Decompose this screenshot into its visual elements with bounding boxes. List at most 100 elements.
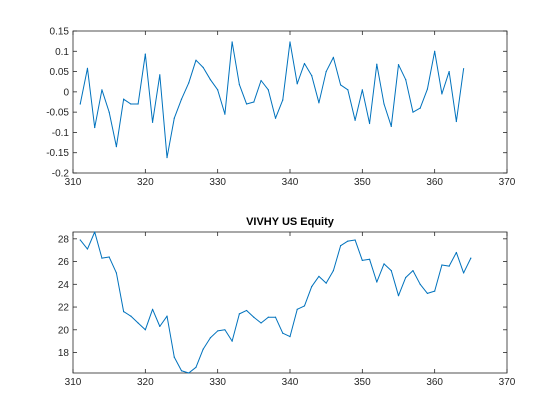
chart2-x-tick-label: 320	[137, 377, 154, 388]
chart2-data-point	[202, 348, 204, 350]
chart1-data-point	[246, 103, 248, 105]
chart2-data-point	[426, 292, 429, 294]
chart2-x-tick-label: 360	[426, 377, 443, 388]
chart2-data-point	[296, 308, 298, 310]
chart2-data-point	[188, 372, 190, 374]
chart1-data-point	[383, 103, 385, 105]
chart1-data-point	[426, 88, 429, 90]
chart2-data-point	[325, 282, 327, 284]
chart1-data-point	[180, 98, 183, 100]
chart1-data-point	[209, 79, 212, 81]
chart1-data-point	[274, 117, 277, 119]
chart1-data-point	[325, 70, 327, 73]
chart2-data-point	[274, 316, 277, 318]
chart1-data-point	[441, 93, 443, 95]
chart1-data-point	[151, 121, 154, 123]
chart1-y-tick-label: -0.2	[52, 169, 70, 180]
chart2-data-point	[209, 337, 212, 339]
chart2-data-point	[390, 270, 392, 272]
chart1-data-point	[144, 53, 146, 55]
chart2-y-tick-label: 26	[58, 257, 70, 268]
chart2-data-point	[101, 257, 103, 259]
chart2-data-point	[238, 313, 240, 315]
chart1-data-point	[282, 99, 284, 101]
chart2-data-point	[419, 283, 421, 285]
chart2-y-tick-label: 20	[58, 325, 70, 336]
chart1-x-tick-label: 340	[282, 177, 299, 188]
chart2-data-point	[86, 248, 89, 250]
chart1-data-point	[159, 74, 161, 76]
chart2-data-point	[470, 257, 472, 259]
chart2-data-point	[180, 370, 183, 372]
chart1-data-point	[86, 67, 89, 69]
chart1-data-point	[390, 125, 392, 127]
chart1-data-point	[94, 126, 96, 129]
chart1-data-point	[455, 120, 457, 123]
chart2-data-point	[354, 239, 356, 241]
chart2-data-point	[340, 245, 342, 247]
chart1-data-point	[368, 122, 371, 125]
chart1-data-point	[238, 83, 240, 86]
chart2-data-point	[246, 309, 248, 312]
chart1-data-point	[311, 75, 313, 77]
chart1-data-point	[173, 117, 175, 119]
chart2-data-point	[159, 325, 161, 327]
chart1-series-line-1	[79, 41, 465, 159]
chart1-y-tick-label: -0.05	[46, 108, 69, 119]
chart2-data-point	[397, 295, 400, 297]
chart1-data-point	[412, 111, 414, 113]
chart2-data-point	[455, 251, 457, 254]
chart2-data-point	[289, 336, 291, 338]
chart1-data-point	[202, 66, 204, 69]
chart1-data-point	[347, 89, 349, 91]
chart1-data-point	[108, 111, 110, 113]
chart1-data-point	[195, 59, 197, 61]
chart1-data-point	[79, 103, 81, 105]
chart2-y-tick-label: 24	[58, 280, 70, 291]
chart1-data-point	[188, 82, 190, 84]
chart1-data-point	[253, 101, 255, 103]
chart2-data-point	[361, 259, 363, 262]
chart2-data-point	[166, 315, 168, 317]
chart1-data-point	[303, 62, 306, 65]
chart1-data-point	[419, 107, 421, 109]
chart1-y-tick-label: -0.1	[52, 128, 70, 139]
chart1-data-point	[354, 119, 356, 121]
chart2-data-point	[376, 281, 378, 283]
chart2-y-tick-label: 18	[58, 348, 70, 359]
chart2-data-point	[253, 316, 255, 318]
chart2-data-point	[311, 285, 313, 288]
chart1-data-point	[260, 79, 262, 82]
chart2-data-point	[332, 270, 334, 272]
chart2-data-point	[303, 305, 306, 307]
chart1-x-tick-label: 320	[137, 177, 154, 188]
chart2-data-point	[282, 332, 284, 334]
chart2-data-point	[368, 258, 371, 260]
chart2-data-point	[130, 315, 132, 317]
chart1-data-point	[115, 146, 117, 148]
chart2-data-point	[144, 329, 146, 331]
chart1-data-point	[217, 89, 219, 91]
chart1-data-point	[123, 98, 125, 100]
chart1-data-point	[361, 89, 363, 91]
chart1-data-point	[340, 84, 342, 86]
chart1-data-point	[296, 83, 298, 85]
chart2-data-point	[412, 270, 414, 272]
chart1-y-tick-label: 0	[63, 87, 69, 98]
chart1-data-point	[231, 41, 233, 43]
chart2-data-point	[347, 240, 349, 242]
chart2-data-point	[151, 308, 154, 310]
chart1-x-tick-label: 350	[354, 177, 371, 188]
chart2-data-point	[441, 264, 443, 266]
chart2-data-point	[224, 329, 226, 331]
chart1-data-point	[130, 103, 132, 105]
chart2-data-point	[434, 290, 436, 292]
chart1-data-point	[137, 103, 139, 105]
chart2-data-point	[137, 322, 139, 324]
chart1-x-tick-label: 370	[499, 177, 516, 188]
chart1-x-tick-label: 360	[426, 177, 443, 188]
chart2-x-tick-label: 340	[282, 377, 299, 388]
chart1-data-point	[289, 41, 291, 43]
